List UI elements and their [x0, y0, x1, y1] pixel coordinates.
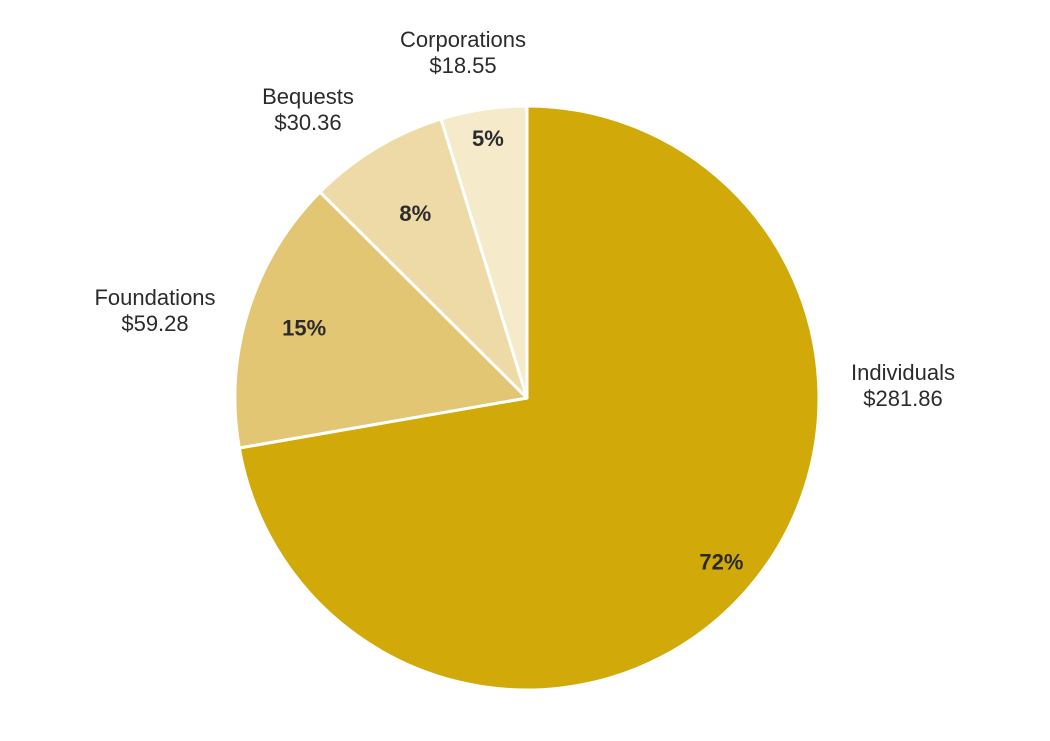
value-label-foundations: $59.28 [121, 311, 188, 336]
percent-label-individuals: 72% [699, 550, 743, 575]
percent-label-foundations: 15% [282, 316, 326, 341]
category-labels: Individuals$281.86 Foundations$59.28 Beque… [94, 27, 955, 411]
pie-slices [233, 104, 821, 692]
value-label-corporations: $18.55 [429, 53, 496, 78]
category-label-individuals: Individuals [851, 360, 955, 385]
category-label-foundations: Foundations [94, 285, 215, 310]
value-label-bequests: $30.36 [274, 110, 341, 135]
pie-slice-corporations [439, 104, 529, 400]
percent-labels: 72% 15% 8% 5% [282, 126, 743, 574]
category-label-corporations: Corporations [400, 27, 526, 52]
pie-slice-foundations [233, 190, 529, 450]
category-label-bequests: Bequests [262, 84, 354, 109]
pie-slice-bequests [318, 117, 529, 400]
percent-label-bequests: 8% [399, 201, 431, 226]
pie-slice-individuals [237, 104, 821, 692]
value-label-individuals: $281.86 [863, 386, 943, 411]
percent-label-corporations: 5% [472, 126, 504, 151]
